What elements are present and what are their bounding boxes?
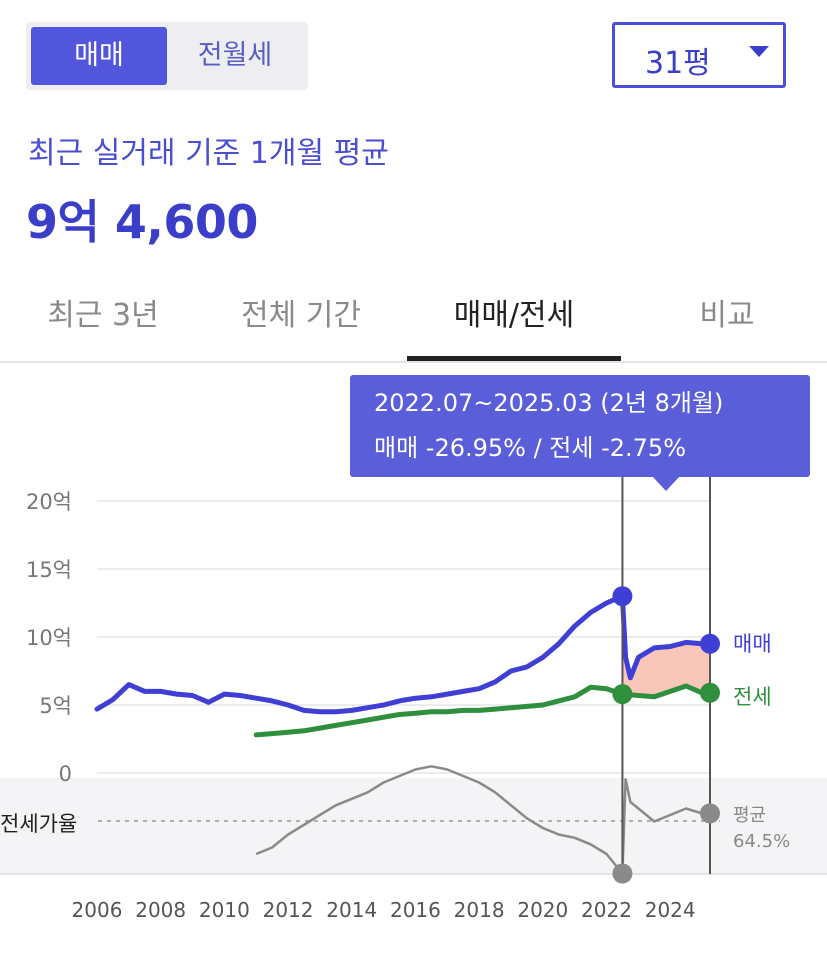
sale-series-label: 매매 [733, 632, 772, 656]
y-tick-label: 0 [59, 762, 72, 786]
x-tick-label: 2020 [517, 898, 568, 922]
x-tick-label: 2012 [263, 898, 314, 922]
tooltip-pointer [652, 476, 680, 491]
ratio-range-start-marker[interactable] [612, 863, 633, 884]
tooltip-change: 매매 -26.95% / 전세 -2.75% [374, 434, 686, 462]
sale-toggle-button[interactable]: 매매 [31, 27, 167, 85]
jeonse-series-label: 전세 [733, 685, 772, 709]
y-tick-label: 5억 [39, 694, 72, 718]
ratio-range-end-marker[interactable] [700, 803, 720, 824]
tab-compare[interactable]: 비교 [699, 298, 755, 333]
y-tick-label: 20억 [26, 490, 72, 514]
period-tabs: 최근 3년 전체 기간 매매/전세 비교 [0, 270, 827, 363]
x-tick-label: 2024 [645, 898, 696, 922]
size-dropdown[interactable]: 31평 [612, 22, 786, 88]
ratio-panel-background [0, 778, 827, 874]
tab-recent-3-years[interactable]: 최근 3년 [47, 298, 159, 333]
jeonse-range-start-marker[interactable] [612, 684, 633, 705]
x-tick-label: 2006 [72, 898, 123, 922]
selected-range-fill [622, 596, 710, 697]
caret-down-icon [749, 46, 769, 57]
tooltip-period: 2022.07~2025.03 (2년 8개월) [374, 389, 723, 417]
price-chart[interactable]: 20억 15억 10억 5억 0 2006 2008 2010 2012 2014 2016 201… [0, 363, 827, 953]
range-tooltip: 2022.07~2025.03 (2년 8개월) 매매 -26.95% / 전세… [350, 375, 810, 491]
x-tick-label: 2022 [581, 898, 632, 922]
sale-range-start-marker[interactable] [612, 586, 633, 607]
x-tick-label: 2018 [454, 898, 505, 922]
average-price: 9억 4,600 [26, 195, 258, 249]
size-dropdown-value: 31평 [645, 46, 711, 81]
jeonse-toggle-button[interactable]: 전월세 [197, 40, 273, 71]
x-tick-label: 2008 [135, 898, 186, 922]
ratio-average-value: 64.5% [733, 831, 790, 852]
ratio-average-label: 평균 [733, 805, 766, 826]
sale-range-end-marker[interactable] [700, 633, 720, 654]
ratio-axis-label: 전세가율 [0, 812, 77, 836]
active-tab-indicator [407, 356, 621, 361]
jeonse-ratio-series-line [255, 765, 710, 875]
jeonse-range-end-marker[interactable] [700, 682, 720, 703]
sale-series-line [94, 593, 713, 715]
price-basis-label: 최근 실거래 기준 1개월 평균 [28, 136, 389, 171]
tooltip-box [350, 375, 810, 477]
y-tick-label: 15억 [26, 558, 72, 582]
tab-sale-jeonse[interactable]: 매매/전세 [453, 298, 575, 333]
y-tick-label: 10억 [26, 626, 72, 650]
jeonse-series-line [253, 683, 713, 738]
tab-all-period[interactable]: 전체 기간 [241, 298, 361, 333]
x-tick-label: 2010 [199, 898, 250, 922]
x-tick-label: 2014 [326, 898, 377, 922]
x-tick-label: 2016 [390, 898, 441, 922]
trade-type-toggle: 매매 전월세 [26, 22, 308, 90]
